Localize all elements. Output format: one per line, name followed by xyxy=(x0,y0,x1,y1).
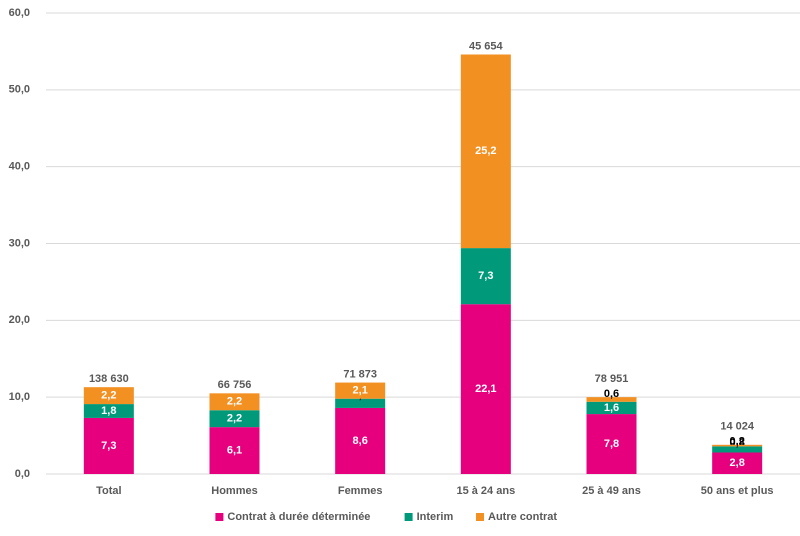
x-tick-label: Hommes xyxy=(211,485,257,497)
legend-label: Autre contrat xyxy=(488,511,557,523)
bar-segment xyxy=(335,407,386,474)
y-tick-label: 10,0 xyxy=(9,391,30,403)
bar-annotation: 45 654 xyxy=(469,40,504,52)
bar-segment xyxy=(712,446,763,453)
bar-segment xyxy=(83,404,134,418)
value-label: 8,6 xyxy=(353,435,368,447)
bar-segment xyxy=(586,414,637,474)
bar-annotation: 71 873 xyxy=(343,368,377,380)
bar-segment xyxy=(335,398,386,408)
y-tick-label: 60,0 xyxy=(9,7,30,19)
x-tick-label: 15 à 24 ans xyxy=(456,485,515,497)
y-tick-label: 30,0 xyxy=(9,237,30,249)
x-tick-label: Femmes xyxy=(338,485,383,497)
y-tick-label: 50,0 xyxy=(9,84,30,96)
value-label: 0,2 xyxy=(730,436,745,448)
x-tick-label: 50 ans et plus xyxy=(701,485,774,497)
value-label: 2,8 xyxy=(730,457,745,469)
bar-segment xyxy=(209,393,260,411)
bar-annotation: 66 756 xyxy=(218,379,252,391)
legend-swatch xyxy=(215,513,224,521)
value-label: 1,6 xyxy=(604,402,619,414)
value-label: 0,6 xyxy=(604,388,619,400)
bar-segment xyxy=(460,248,511,305)
value-label: 6,1 xyxy=(227,444,242,456)
value-label: 22,1 xyxy=(475,383,496,395)
bar-segment xyxy=(83,417,134,474)
bar-segment xyxy=(712,444,763,447)
bar-segment xyxy=(83,387,134,405)
x-tick-label: Total xyxy=(96,485,121,497)
bar-segment xyxy=(209,427,260,474)
bar-segment xyxy=(335,382,386,399)
legend-swatch xyxy=(476,513,484,521)
legend-swatch xyxy=(404,513,413,521)
bar-segment xyxy=(586,397,637,402)
bar-annotation: 138 630 xyxy=(89,373,129,385)
x-tick-label: 25 à 49 ans xyxy=(582,485,641,497)
value-label: 25,2 xyxy=(475,145,496,157)
bar-segment xyxy=(209,410,260,428)
bar-annotation: 78 951 xyxy=(595,373,629,385)
y-tick-label: 40,0 xyxy=(9,161,30,173)
value-label: 2,2 xyxy=(227,413,242,425)
value-label: 7,8 xyxy=(604,438,619,450)
y-tick-label: 0,0 xyxy=(15,468,30,480)
bar-segment xyxy=(712,452,763,474)
value-label: 7,3 xyxy=(101,440,116,452)
bar-segment xyxy=(460,54,511,249)
bar-segment xyxy=(586,401,637,415)
value-label: 1,8 xyxy=(101,405,116,417)
bar-annotation: 14 024 xyxy=(720,421,755,433)
value-label: 2,1 xyxy=(353,385,368,397)
legend-label: Interim xyxy=(417,511,454,523)
bar-segment xyxy=(460,304,511,474)
y-tick-label: 20,0 xyxy=(9,314,30,326)
value-label: 2,2 xyxy=(101,390,116,402)
value-label: 2,2 xyxy=(227,396,242,408)
legend-label: Contrat à durée déterminée xyxy=(227,511,370,523)
value-label: 7,3 xyxy=(478,270,493,282)
